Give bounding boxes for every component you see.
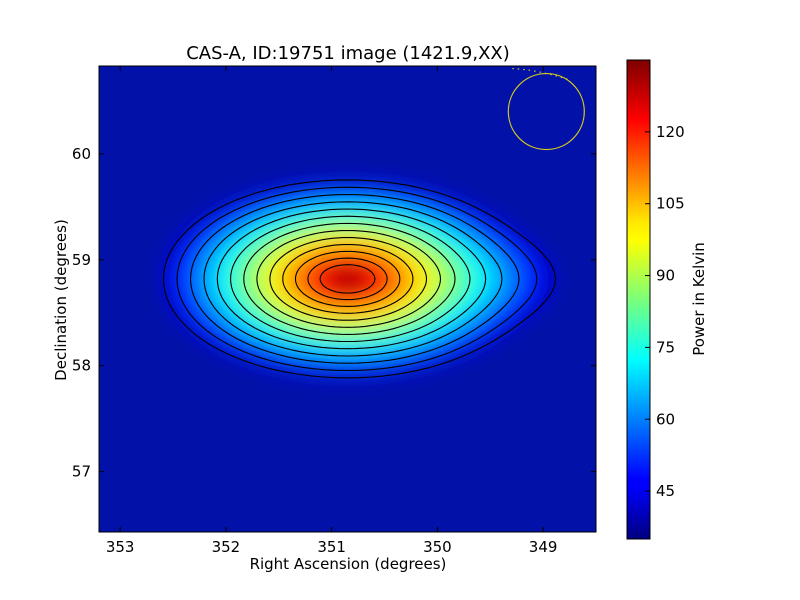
- x-tick-label: 353: [106, 538, 135, 556]
- contour-line: [269, 236, 428, 321]
- x-tick-label: 349: [529, 538, 558, 556]
- chart-title: CAS-A, ID:19751 image (1421.9,XX): [186, 43, 510, 64]
- contour-line: [243, 222, 456, 335]
- y-tick-label: 60: [72, 145, 91, 163]
- y-tick-label: 58: [72, 357, 91, 375]
- y-axis-ticks: 57 58 59 60: [72, 145, 596, 481]
- contour-line: [294, 250, 401, 307]
- contour-line: [216, 208, 487, 350]
- colorbar-tick-label: 105: [656, 195, 685, 213]
- x-tick-label: 351: [317, 538, 346, 556]
- contour-line: [307, 257, 388, 301]
- contour-line: [282, 243, 414, 314]
- x-axis-label: Right Ascension (degrees): [250, 555, 447, 573]
- contour-line: [203, 201, 503, 357]
- colorbar-tick-label: 90: [656, 267, 675, 285]
- heatmap-level: [341, 274, 354, 283]
- x-tick-label: 350: [423, 538, 452, 556]
- x-axis-ticks: 353 352 351 350 349: [106, 66, 558, 556]
- colorbar-tick-label: 75: [656, 338, 675, 356]
- colorbar-tick-label: 120: [656, 123, 685, 141]
- beam-circle: [507, 72, 585, 151]
- colorbar-label: Power in Kelvin: [690, 242, 708, 356]
- contour-line: [162, 179, 557, 379]
- y-tick-label: 57: [72, 463, 91, 481]
- colorbar: [626, 59, 651, 540]
- colorbar-tick-label: 60: [656, 410, 675, 428]
- contour-line: [189, 193, 520, 364]
- plot-area: [99, 66, 596, 532]
- y-axis-label: Declination (degrees): [52, 219, 70, 381]
- colorbar-ticks: 45 60 75 90 105 120: [645, 123, 685, 500]
- contour-line: [176, 186, 538, 372]
- x-tick-label: 352: [212, 538, 241, 556]
- y-tick-label: 59: [72, 251, 91, 269]
- contour-line: [319, 264, 376, 294]
- contour-line: [256, 229, 442, 328]
- contour-line: [230, 215, 471, 343]
- colorbar-tick-label: 45: [656, 482, 675, 500]
- plot-frame: [98, 65, 597, 533]
- contour-lines: [162, 179, 557, 379]
